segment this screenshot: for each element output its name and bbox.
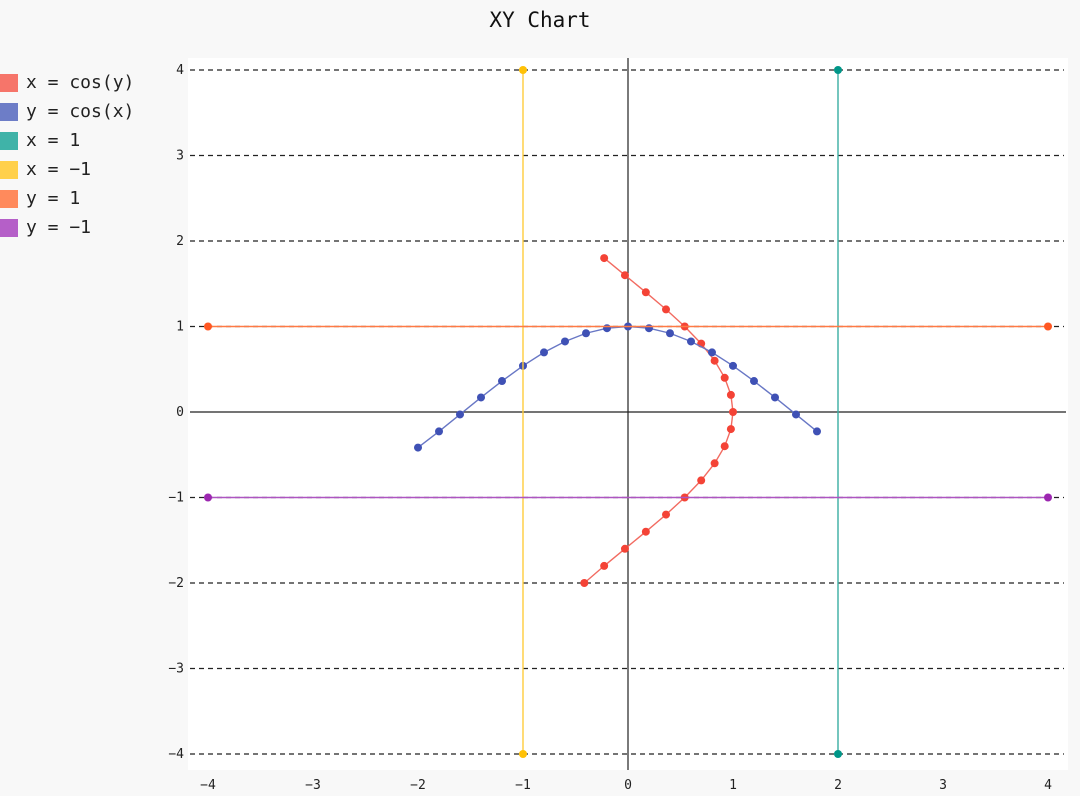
data-point [580, 579, 589, 587]
legend: x = cos(y) y = cos(x) x = 1 x = −1 y = 1 y = … [0, 68, 134, 242]
series-0 [580, 254, 737, 587]
legend-swatch [0, 102, 18, 121]
data-point [729, 408, 737, 416]
series-line [417, 325, 818, 449]
legend-label: x = 1 [26, 130, 81, 151]
data-point [519, 750, 527, 758]
y-tick-label: −1 [168, 491, 184, 506]
data-point [641, 527, 650, 536]
series-2 [834, 66, 842, 758]
legend-item[interactable]: y = cos(x) [0, 97, 134, 126]
data-point [645, 324, 653, 333]
data-point [666, 329, 674, 338]
data-point [813, 427, 821, 436]
data-point [710, 459, 719, 468]
data-point [834, 66, 842, 74]
data-point [687, 337, 695, 346]
data-point [834, 750, 842, 758]
x-tick-label: 3 [939, 778, 947, 793]
data-point [771, 393, 779, 402]
data-point [708, 348, 716, 357]
chart-title: XY Chart [489, 8, 591, 32]
data-point [662, 510, 671, 519]
y-tick-label: −2 [168, 576, 184, 591]
data-point [792, 410, 800, 419]
series-layer [204, 66, 1052, 758]
legend-item[interactable]: x = −1 [0, 155, 134, 184]
data-point [540, 348, 548, 357]
data-point [620, 544, 629, 553]
series-5 [204, 493, 1052, 502]
y-tick-label: 2 [176, 234, 184, 249]
data-point [498, 377, 506, 386]
data-point [662, 305, 671, 314]
x-tick-label: −4 [200, 778, 216, 793]
legend-swatch [0, 131, 18, 150]
data-point [1044, 322, 1052, 331]
legend-label: y = 1 [26, 188, 81, 209]
series-line [583, 257, 734, 584]
data-point [603, 324, 611, 333]
y-tick-label: −4 [168, 747, 184, 762]
legend-item[interactable]: x = cos(y) [0, 68, 134, 97]
legend-item[interactable]: x = 1 [0, 126, 134, 155]
data-point [720, 442, 729, 451]
data-point [582, 329, 590, 338]
data-point [414, 443, 422, 452]
legend-item[interactable]: y = 1 [0, 184, 134, 213]
data-point [726, 425, 735, 434]
data-point [600, 254, 609, 263]
data-point [620, 271, 629, 280]
legend-label: y = cos(x) [26, 101, 135, 122]
legend-label: y = −1 [26, 217, 92, 238]
x-tick-label: 4 [1044, 778, 1052, 793]
y-tick-label: 4 [176, 63, 184, 78]
y-tick-label: 3 [176, 149, 184, 164]
data-point [729, 361, 737, 370]
data-point [561, 337, 569, 346]
y-tick-label: −3 [168, 662, 184, 677]
data-point [600, 561, 609, 570]
data-point [720, 373, 729, 382]
series-4 [204, 322, 1052, 331]
x-tick-label: −2 [410, 778, 426, 793]
legend-label: x = −1 [26, 159, 92, 180]
data-point [1044, 493, 1052, 502]
x-tick-label: 1 [729, 778, 737, 793]
legend-swatch [0, 73, 18, 92]
data-point [697, 476, 706, 485]
legend-item[interactable]: y = −1 [0, 213, 134, 242]
series-3 [519, 66, 527, 758]
data-point [750, 377, 758, 386]
legend-swatch [0, 189, 18, 208]
x-tick-label: −1 [515, 778, 531, 793]
data-point [477, 393, 485, 402]
data-point [519, 66, 527, 74]
y-tick-label: 0 [176, 405, 184, 420]
legend-swatch [0, 160, 18, 179]
data-point [204, 322, 212, 331]
data-point [435, 427, 443, 436]
x-tick-label: 0 [624, 778, 632, 793]
axes-layer [190, 58, 1066, 770]
legend-swatch [0, 218, 18, 237]
data-point [204, 493, 212, 502]
data-point [726, 390, 735, 399]
legend-label: x = cos(y) [26, 72, 135, 93]
data-point [710, 356, 719, 365]
x-tick-label: 2 [834, 778, 842, 793]
data-point [456, 410, 464, 419]
ticks-layer: −4 −3 −2 −1 0 1 2 3 4 −4 −3 −2 −1 0 1 2 3 4 [168, 63, 1052, 793]
y-tick-label: 1 [176, 320, 184, 335]
x-tick-label: −3 [305, 778, 321, 793]
data-point [641, 288, 650, 297]
